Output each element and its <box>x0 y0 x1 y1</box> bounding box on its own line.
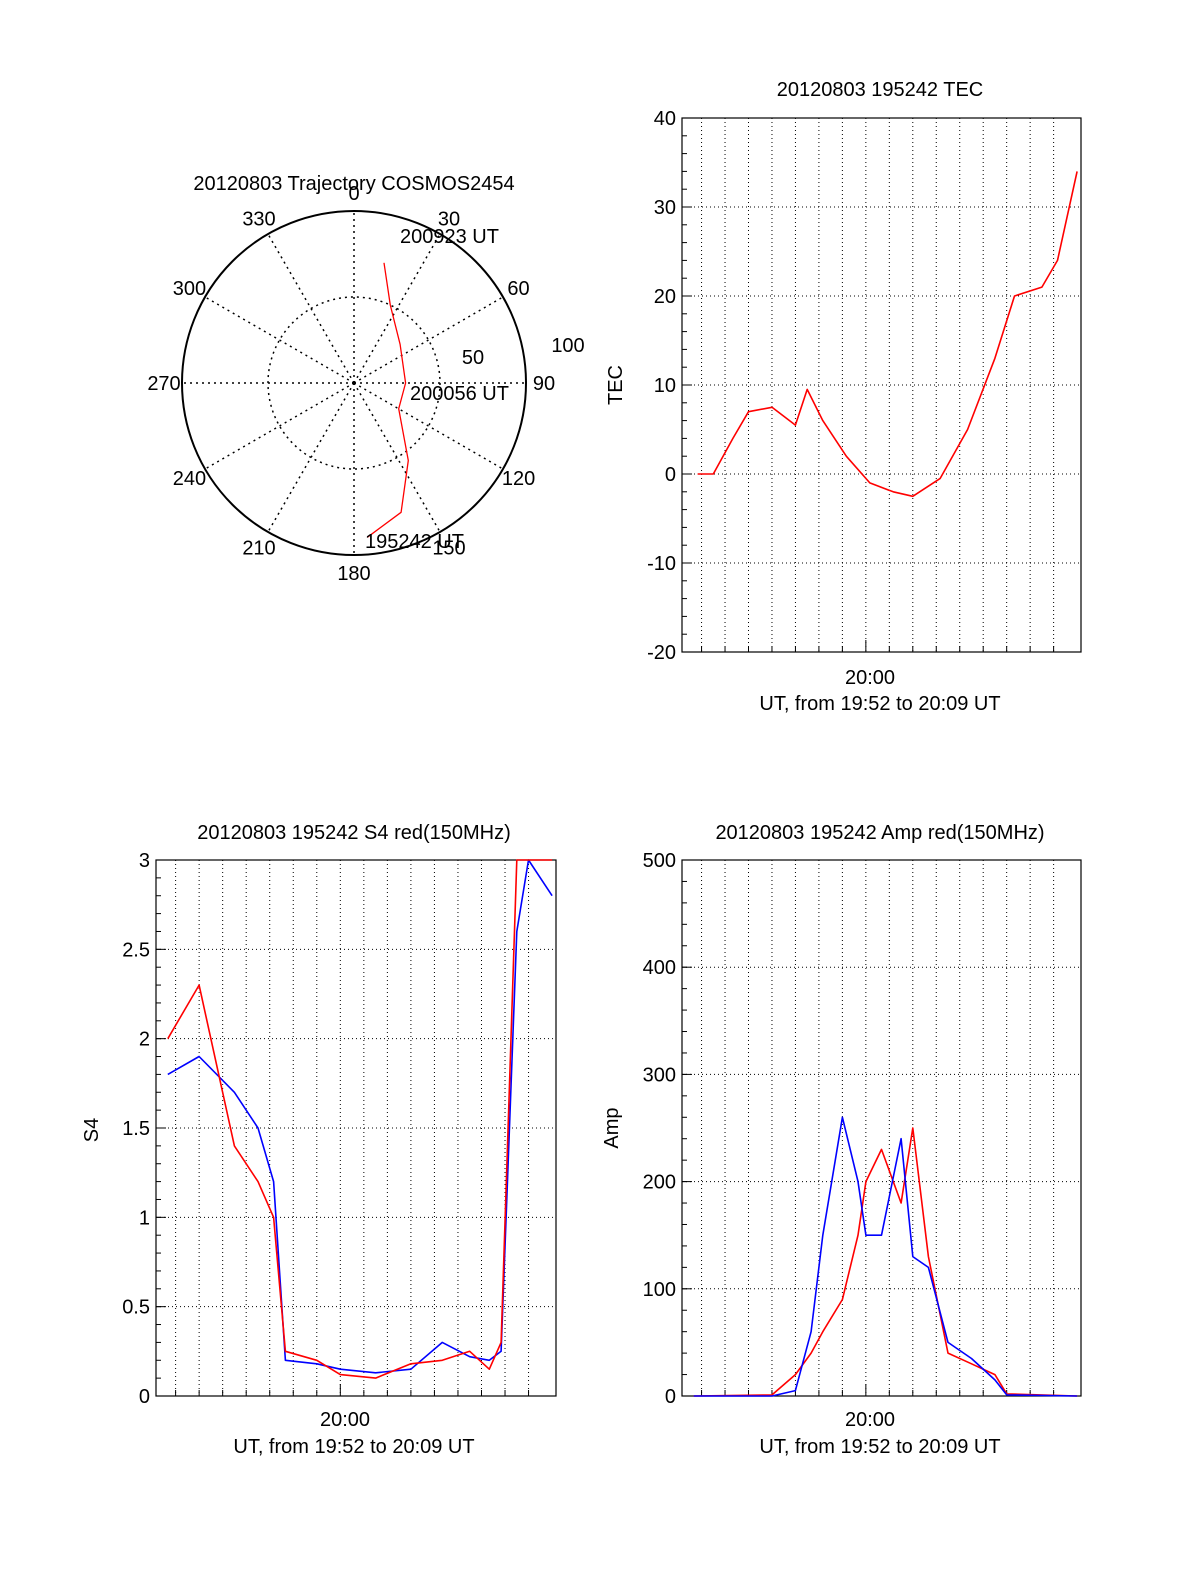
amp-grid <box>681 859 1082 1397</box>
polar-azimuth-label: 270 <box>147 373 180 395</box>
tec-title: 20120803 195242 TEC <box>777 79 983 101</box>
polar-spoke <box>267 233 355 384</box>
polar-time-annotation: 200056 UT <box>410 383 509 405</box>
polar-azimuth-label: 300 <box>173 278 206 300</box>
s4-series-1-line <box>167 859 553 1374</box>
polar-time-annotation: 195242 UT <box>365 531 464 553</box>
polar-trajectory-plot: 20120803 Trajectory COSMOS2454 0 30 60 90 12… <box>147 173 584 585</box>
trajectory-line <box>367 262 409 538</box>
polar-annotations: 200923 UT 200056 UT 195242 UT <box>365 226 509 553</box>
amp-series <box>693 1116 1078 1397</box>
polar-azimuth-label: 90 <box>533 373 555 395</box>
s4-series-2-line <box>167 859 553 1379</box>
s4-x-tick-label: 20:00 <box>320 1409 370 1431</box>
tec-plot: 20120803 195242 TEC -20 -10 0 10 20 30 40 20:0… <box>605 79 1082 715</box>
s4-y-tick-label: 1 <box>139 1207 150 1229</box>
amp-xlabel: UT, from 19:52 to 20:09 UT <box>759 1436 1000 1458</box>
tec-grid <box>681 117 1082 653</box>
s4-y-tick-label: 2.5 <box>122 939 150 961</box>
polar-spoke <box>204 382 355 470</box>
s4-y-tick-label: 2 <box>139 1029 150 1051</box>
amp-y-tick-label: 200 <box>643 1172 676 1194</box>
polar-spoke <box>353 382 441 533</box>
amp-series-1-line <box>693 1127 1078 1397</box>
amp-ylabel: Amp <box>601 1107 623 1148</box>
polar-spoke <box>353 296 504 384</box>
s4-grid <box>155 859 557 1397</box>
s4-xlabel: UT, from 19:52 to 20:09 UT <box>233 1436 474 1458</box>
polar-azimuth-label: 330 <box>242 208 275 230</box>
amp-y-tick-label: 300 <box>643 1064 676 1086</box>
s4-y-tick-label: 0 <box>139 1386 150 1408</box>
polar-radius-label: 50 <box>462 347 484 369</box>
amp-y-tick-labels: 0 100 200 300 400 500 <box>643 850 676 1408</box>
polar-series <box>367 262 409 538</box>
polar-azimuth-label: 150 <box>432 538 465 560</box>
amp-y-tick-label: 400 <box>643 957 676 979</box>
polar-spoke <box>267 382 355 533</box>
tec-y-tick-label: 10 <box>654 375 676 397</box>
s4-plot: 20120803 195242 S4 red(150MHz) 0 0.5 1 1.5 2… <box>81 822 557 1458</box>
polar-azimuth-label: 240 <box>173 468 206 490</box>
amp-plot: 20120803 195242 Amp red(150MHz) 0 100 200 3… <box>601 822 1082 1458</box>
polar-time-annotation: 200923 UT <box>400 226 499 248</box>
s4-title: 20120803 195242 S4 red(150MHz) <box>197 822 511 844</box>
polar-grid <box>181 210 527 556</box>
s4-y-tick-label: 1.5 <box>122 1118 150 1140</box>
polar-azimuth-label: 30 <box>438 208 460 230</box>
tec-x-tick-label: 20:00 <box>845 667 895 689</box>
tec-y-tick-label: 40 <box>654 108 676 130</box>
amp-axes-frame <box>681 859 1082 1397</box>
amp-y-tick-label: 500 <box>643 850 676 872</box>
polar-azimuth-label: 180 <box>337 563 370 585</box>
polar-spoke <box>353 382 504 470</box>
polar-azimuth-label: 120 <box>502 468 535 490</box>
polar-spoke <box>353 233 441 384</box>
amp-title: 20120803 195242 Amp red(150MHz) <box>715 822 1044 844</box>
tec-xlabel: UT, from 19:52 to 20:09 UT <box>759 693 1000 715</box>
tec-y-tick-label: 30 <box>654 197 676 219</box>
amp-series-2-line <box>693 1116 1078 1397</box>
polar-radius-label: 100 <box>551 335 584 357</box>
tec-y-tick-label: 0 <box>665 464 676 486</box>
tec-series-1-line <box>697 171 1078 498</box>
polar-azimuth-label: 60 <box>507 278 529 300</box>
tec-y-tick-label: -10 <box>647 553 676 575</box>
tec-ylabel: TEC <box>605 365 627 405</box>
tec-y-tick-label: 20 <box>654 286 676 308</box>
polar-title: 20120803 Trajectory COSMOS2454 <box>193 173 514 195</box>
amp-y-tick-label: 100 <box>643 1279 676 1301</box>
polar-spoke <box>204 296 355 384</box>
s4-axes-frame <box>155 859 557 1397</box>
polar-radius-labels: 50 100 <box>462 335 585 369</box>
tec-y-tick-label: -20 <box>647 642 676 664</box>
polar-azimuth-labels: 0 30 60 90 120 150 180 210 240 270 300 330 <box>147 183 555 585</box>
tec-y-tick-labels: -20 -10 0 10 20 30 40 <box>647 108 676 664</box>
polar-azimuth-label: 210 <box>242 538 275 560</box>
amp-y-tick-label: 0 <box>665 1386 676 1408</box>
s4-series <box>167 859 553 1379</box>
s4-y-tick-labels: 0 0.5 1 1.5 2 2.5 3 <box>122 850 150 1408</box>
s4-y-tick-label: 0.5 <box>122 1297 150 1319</box>
s4-y-tick-label: 3 <box>139 850 150 872</box>
tec-series <box>697 171 1078 498</box>
amp-x-tick-label: 20:00 <box>845 1409 895 1431</box>
s4-ylabel: S4 <box>81 1118 103 1142</box>
polar-azimuth-label: 0 <box>348 183 359 205</box>
polar-outer-circle <box>181 210 527 556</box>
tec-axes-frame <box>681 117 1082 653</box>
